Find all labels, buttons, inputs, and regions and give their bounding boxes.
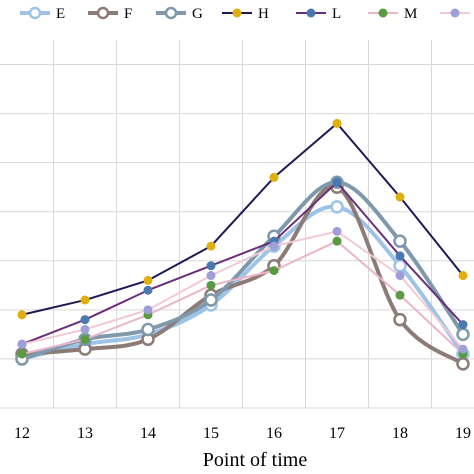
- data-point: [80, 324, 90, 334]
- x-tick-label: 13: [77, 425, 93, 442]
- data-point: [393, 312, 407, 327]
- legend-item-n: N: [440, 8, 470, 18]
- data-point: [332, 177, 342, 187]
- legend-item-l: L: [296, 6, 341, 22]
- data-point: [80, 295, 90, 305]
- legend-marker: [378, 8, 388, 18]
- data-point: [332, 118, 342, 128]
- data-point: [393, 234, 407, 248]
- series-h: [17, 118, 468, 320]
- data-point: [269, 241, 279, 251]
- data-point: [143, 275, 153, 285]
- data-point: [206, 271, 216, 281]
- data-point: [332, 226, 342, 236]
- legend-item-m: M: [368, 6, 417, 22]
- series-l: [17, 177, 468, 349]
- series-line: [21, 230, 464, 350]
- legend-marker: [164, 6, 178, 20]
- data-point: [458, 344, 468, 354]
- data-point: [330, 200, 344, 214]
- data-point: [17, 310, 27, 320]
- data-point: [393, 258, 407, 273]
- series-line: [21, 181, 464, 346]
- legend-label: G: [192, 6, 203, 22]
- series-n: [17, 226, 468, 354]
- data-point: [456, 357, 470, 371]
- data-point: [141, 322, 155, 337]
- data-point: [395, 251, 405, 261]
- data-point: [456, 327, 470, 342]
- x-tick-label: 15: [203, 425, 219, 442]
- data-point: [17, 339, 27, 349]
- legend-label: M: [404, 6, 417, 22]
- series-line: [21, 122, 464, 316]
- data-point: [206, 241, 216, 251]
- legend-item-g: G: [156, 6, 203, 22]
- data-point: [269, 266, 279, 276]
- legend-marker: [232, 8, 242, 18]
- data-point: [332, 236, 342, 246]
- legend: EFGHLMN: [20, 6, 470, 22]
- data-point: [204, 293, 218, 307]
- data-point: [80, 334, 90, 344]
- data-point: [395, 271, 405, 281]
- x-tick-label: 16: [266, 425, 282, 442]
- data-point: [206, 280, 216, 290]
- legend-item-f: F: [88, 6, 132, 22]
- data-point: [395, 290, 405, 300]
- series-lines: [15, 118, 470, 371]
- data-point: [80, 315, 90, 325]
- data-point: [143, 305, 153, 315]
- x-axis-title: Point of time: [203, 449, 308, 471]
- data-point: [206, 261, 216, 271]
- legend-marker: [28, 6, 42, 20]
- series-line: [21, 240, 464, 356]
- legend-marker: [450, 8, 460, 18]
- x-tick-label: 19: [455, 425, 471, 442]
- legend-label: F: [124, 6, 132, 22]
- data-point: [17, 349, 27, 359]
- legend-item-e: E: [20, 6, 65, 22]
- x-tick-label: 12: [14, 425, 30, 442]
- legend-label: E: [56, 6, 65, 22]
- legend-label: L: [332, 6, 341, 22]
- legend-marker: [306, 8, 316, 18]
- legend-marker: [96, 6, 110, 20]
- x-tick-label: 14: [140, 425, 156, 442]
- data-point: [395, 192, 405, 202]
- x-axis-ticks: 12 13 14 15 16 17 18 19: [14, 425, 471, 442]
- legend-item-h: H: [222, 6, 269, 22]
- data-point: [458, 320, 468, 330]
- x-tick-label: 18: [392, 425, 408, 442]
- legend-label: H: [258, 6, 269, 22]
- data-point: [143, 285, 153, 295]
- data-point: [269, 172, 279, 182]
- grid: [0, 40, 474, 409]
- data-point: [458, 271, 468, 281]
- x-tick-label: 17: [329, 425, 345, 442]
